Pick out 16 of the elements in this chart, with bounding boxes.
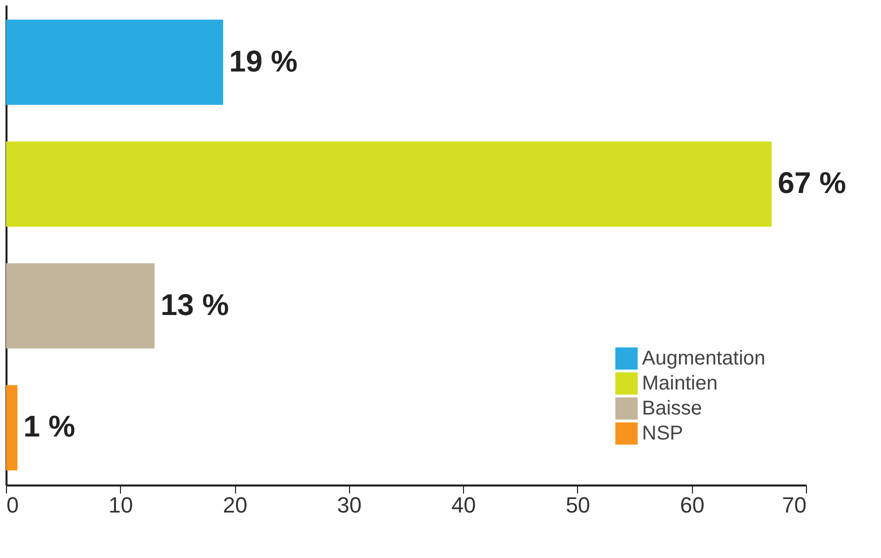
x-tick-label: 30	[337, 492, 362, 518]
legend-label: Baisse	[642, 398, 702, 420]
legend-label: Maintien	[642, 372, 718, 394]
x-tick-label: 0	[6, 492, 19, 518]
data-label: 67 %	[778, 167, 846, 200]
x-tick-label: 10	[108, 492, 134, 518]
x-tick-label: 20	[222, 492, 248, 518]
x-tick-label: 50	[566, 492, 590, 518]
x-tick-label: 40	[451, 492, 476, 518]
data-label: 19 %	[229, 45, 298, 78]
data-label: 13 %	[160, 288, 229, 322]
data-label: 1 %	[23, 410, 76, 444]
legend-label: Augmentation	[642, 348, 766, 370]
x-tick-label: 70	[782, 492, 806, 518]
legend-label: NSP	[642, 422, 684, 444]
x-tick-label: 60	[680, 492, 704, 518]
